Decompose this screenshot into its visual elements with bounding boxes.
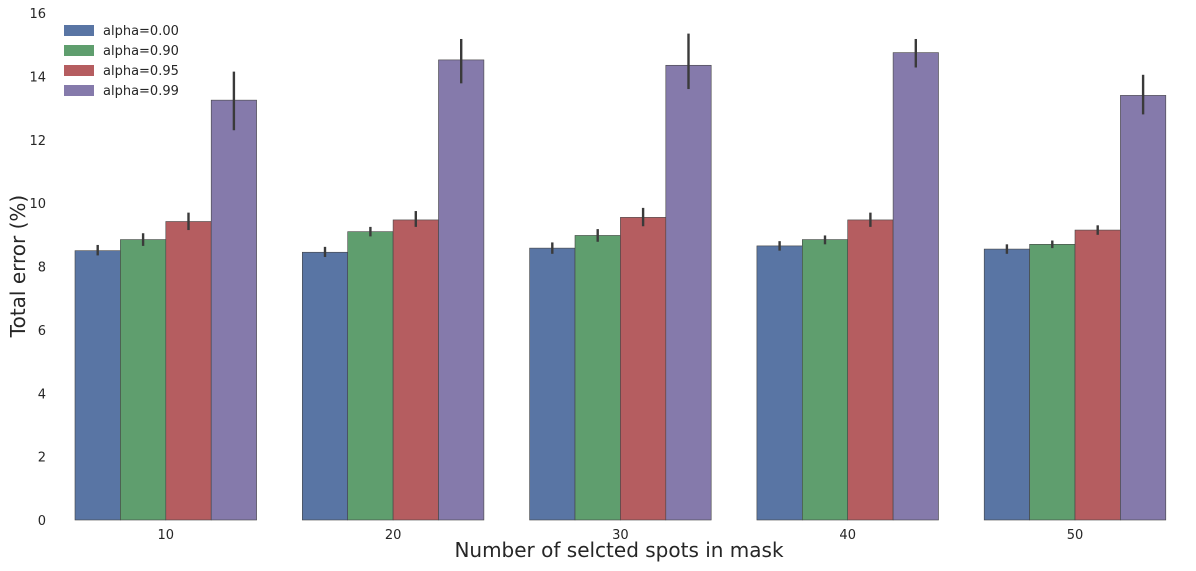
bar-alpha-0-95-20 bbox=[392, 219, 439, 521]
bar-alpha-0-99-20 bbox=[438, 59, 485, 521]
x-tick-label: 50 bbox=[1067, 528, 1084, 543]
y-tick-label: 0 bbox=[38, 514, 46, 529]
bar-alpha-0-99-40 bbox=[892, 52, 939, 521]
legend-swatch bbox=[64, 25, 94, 36]
bar-alpha-0-95-10 bbox=[165, 221, 212, 521]
legend-label: alpha=0.90 bbox=[103, 44, 179, 59]
bar-alpha-0-00-50 bbox=[983, 248, 1030, 521]
bar-alpha-0-99-10 bbox=[210, 99, 257, 521]
y-tick-label: 8 bbox=[38, 261, 46, 276]
x-tick-label: 30 bbox=[612, 528, 629, 543]
y-axis-title: Total error (%) bbox=[6, 195, 30, 338]
y-tick-label: 10 bbox=[29, 197, 46, 212]
bar-alpha-0-95-40 bbox=[847, 219, 894, 521]
bars-layer bbox=[74, 52, 1167, 521]
x-tick-label: 40 bbox=[839, 528, 856, 543]
bar-alpha-0-90-40 bbox=[801, 239, 848, 521]
legend: alpha=0.00 alpha=0.90 alpha=0.95 alpha=0.99 bbox=[64, 24, 179, 99]
bar-alpha-0-90-10 bbox=[120, 239, 167, 521]
x-tick-label: 10 bbox=[158, 528, 175, 543]
x-tick-label: 20 bbox=[385, 528, 402, 543]
error-bars-layer bbox=[96, 33, 1145, 257]
legend-label: alpha=0.00 bbox=[103, 24, 179, 39]
bar-alpha-0-00-30 bbox=[529, 247, 576, 521]
bar-alpha-0-00-10 bbox=[74, 250, 121, 521]
y-tick-label: 4 bbox=[38, 387, 46, 402]
bar-alpha-0-00-20 bbox=[301, 251, 348, 521]
bar-alpha-0-00-40 bbox=[756, 245, 803, 521]
y-tick-label: 14 bbox=[29, 70, 46, 85]
bar-alpha-0-99-30 bbox=[665, 64, 712, 521]
y-axis-ticks: 0 2 4 6 8 10 12 14 16 bbox=[29, 7, 46, 529]
y-tick-label: 2 bbox=[38, 451, 46, 466]
x-axis-ticks: 10 20 30 40 50 bbox=[158, 528, 1084, 543]
y-tick-label: 16 bbox=[29, 7, 46, 22]
bar-alpha-0-90-20 bbox=[347, 231, 394, 521]
legend-swatch bbox=[64, 45, 94, 56]
y-tick-label: 12 bbox=[29, 134, 46, 149]
bar-alpha-0-90-30 bbox=[574, 235, 621, 521]
x-axis-title: Number of selcted spots in mask bbox=[454, 538, 784, 562]
bar-alpha-0-95-30 bbox=[620, 217, 667, 521]
bar-alpha-0-95-50 bbox=[1074, 229, 1121, 521]
legend-label: alpha=0.99 bbox=[103, 84, 179, 99]
legend-swatch bbox=[64, 85, 94, 96]
bar-alpha-0-99-50 bbox=[1120, 95, 1167, 521]
legend-swatch bbox=[64, 65, 94, 76]
legend-label: alpha=0.95 bbox=[103, 64, 179, 79]
y-tick-label: 6 bbox=[38, 324, 46, 339]
bar-alpha-0-90-50 bbox=[1029, 244, 1076, 521]
